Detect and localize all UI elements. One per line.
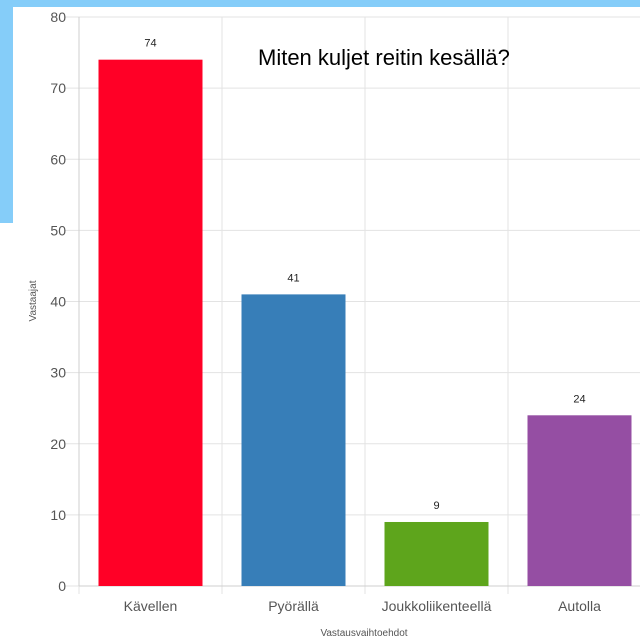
y-tick-label: 30 [50, 365, 66, 381]
y-tick-label: 20 [50, 436, 66, 452]
y-tick-label: 80 [50, 9, 66, 25]
x-tick-label: Autolla [558, 598, 601, 614]
frame-border-top [0, 0, 640, 7]
x-tick-label: Pyörällä [268, 598, 319, 614]
y-tick-label: 50 [50, 222, 66, 238]
data-label: 41 [287, 272, 299, 284]
data-label: 74 [144, 38, 156, 50]
labels: 0 10 20 30 40 50 60 70 80 74 Kävellen 41 Pyörällä 9 Jo… [50, 9, 601, 614]
y-axis-title: Vastaajat [28, 280, 39, 321]
x-tick-label: Joukkoliikenteellä [382, 598, 492, 614]
y-tick-label: 10 [50, 507, 66, 523]
y-tick-label: 60 [50, 151, 66, 167]
chart-title: Miten kuljet reitin kesällä? [258, 45, 510, 70]
bar [527, 415, 632, 586]
bars [98, 59, 632, 587]
bar [241, 294, 346, 586]
bar [384, 521, 489, 586]
x-axis-title: Vastausvaihtoehdot [320, 628, 407, 639]
data-label: 24 [573, 393, 585, 405]
y-tick-label: 0 [58, 578, 66, 594]
y-tick-label: 70 [50, 80, 66, 96]
bar [98, 59, 203, 587]
x-tick-label: Kävellen [124, 598, 178, 614]
data-label: 9 [433, 500, 439, 512]
y-tick-label: 40 [50, 294, 66, 310]
frame-border-left [0, 0, 13, 223]
